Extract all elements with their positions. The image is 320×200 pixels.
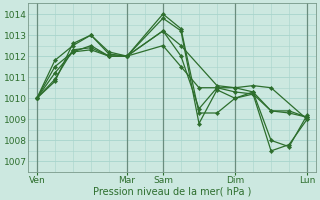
X-axis label: Pression niveau de la mer( hPa ): Pression niveau de la mer( hPa ) [93, 187, 251, 197]
